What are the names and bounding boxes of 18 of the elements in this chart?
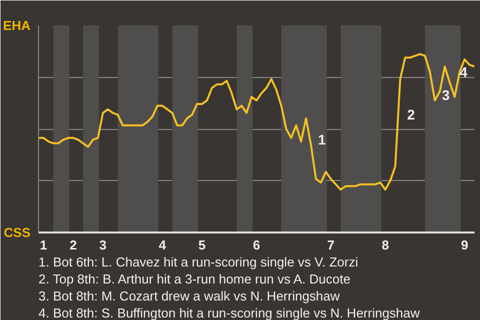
annotation: 2 — [407, 106, 416, 123]
annotation: 3 — [442, 87, 450, 104]
text: 1. Bot 6th: L. Chavez hit a run-scoring single vs V. Zorzi — [38, 254, 358, 270]
x-tick-label: 5 — [198, 238, 206, 252]
x-tick-label: 7 — [327, 238, 334, 252]
x-tick-label: 9 — [460, 238, 468, 252]
x-tick-label: 3 — [99, 238, 107, 252]
x-tick-label: 4 — [158, 238, 167, 252]
text: 3. Bot 8th: M. Cozart drew a walk vs N. Herringshaw — [38, 288, 340, 304]
x-tick-label: 8 — [382, 238, 389, 252]
text: 2. Top 8th: B. Arthur hit a 3-run home run vs A. Ducote — [38, 272, 350, 286]
text: EHA — [3, 18, 32, 33]
x-tick-label: 1 — [40, 238, 48, 252]
x-tick-label: 6 — [252, 238, 260, 252]
x-tick-label: 2 — [70, 238, 77, 252]
text: CSS — [4, 225, 31, 240]
annotation: 1 — [318, 132, 326, 148]
text: 4. Bot 8th: S. Buffington hit a run-scoring single vs N. Herringshaw — [38, 306, 420, 320]
